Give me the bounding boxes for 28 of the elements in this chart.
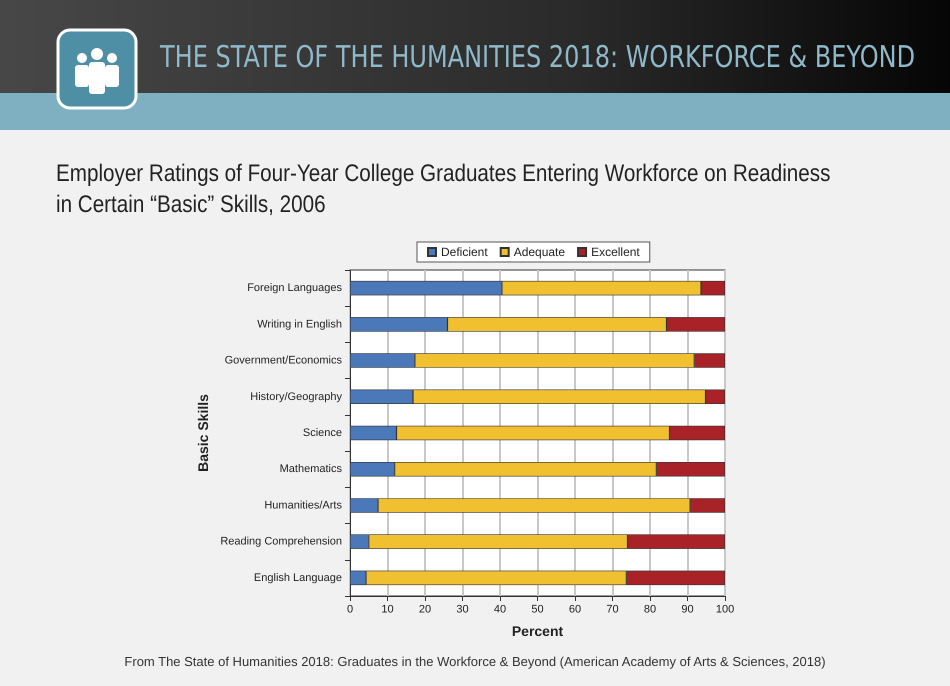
y-tick-label: Science: [302, 427, 342, 439]
y-tick-label: English Language: [254, 572, 342, 584]
x-tick-label: 10: [381, 604, 394, 616]
y-tick-label: Humanities/Arts: [264, 499, 342, 512]
x-tick-label: 40: [494, 604, 506, 616]
x-axis-title: Percent: [512, 623, 564, 639]
legend-label: Adequate: [514, 245, 566, 259]
x-tick-label: 70: [606, 604, 619, 616]
chart-title: Employer Ratings of Four-Year College Graduates Entering Workforce on Readiness in Certain “Basic” Skills, 2006: [56, 159, 832, 220]
x-tick-label: 60: [568, 604, 582, 616]
text: THE STATE OF THE HUMANITIES 2018: WORKFORCE & BEYOND: [160, 40, 916, 75]
y-axis-title: Basic Skills: [195, 394, 211, 472]
x-tick-label: 90: [681, 604, 694, 616]
legend-label: Excellent: [591, 245, 640, 259]
y-tick-label: Government/Economics: [224, 354, 342, 367]
x-tick-label: 50: [531, 604, 544, 616]
x-tick-label: 30: [456, 604, 469, 616]
x-tick-label: 20: [418, 604, 432, 616]
y-tick-label: Mathematics: [280, 463, 342, 476]
y-tick-label: Writing in English: [257, 318, 342, 330]
y-tick-label: Foreign Languages: [247, 282, 342, 294]
y-tick-label: Reading Comprehension: [220, 536, 342, 548]
x-tick-label: 80: [644, 604, 656, 616]
legend-label: Deficient: [441, 245, 488, 259]
text: From The State of Humanities 2018: Graduates in the Workforce & Beyond (American Academy of Arts & Sciences, 2018): [123, 654, 827, 669]
x-tick-label: 0: [346, 604, 354, 616]
x-tick-label: 100: [716, 604, 734, 616]
y-tick-label: History/Geography: [250, 390, 342, 403]
